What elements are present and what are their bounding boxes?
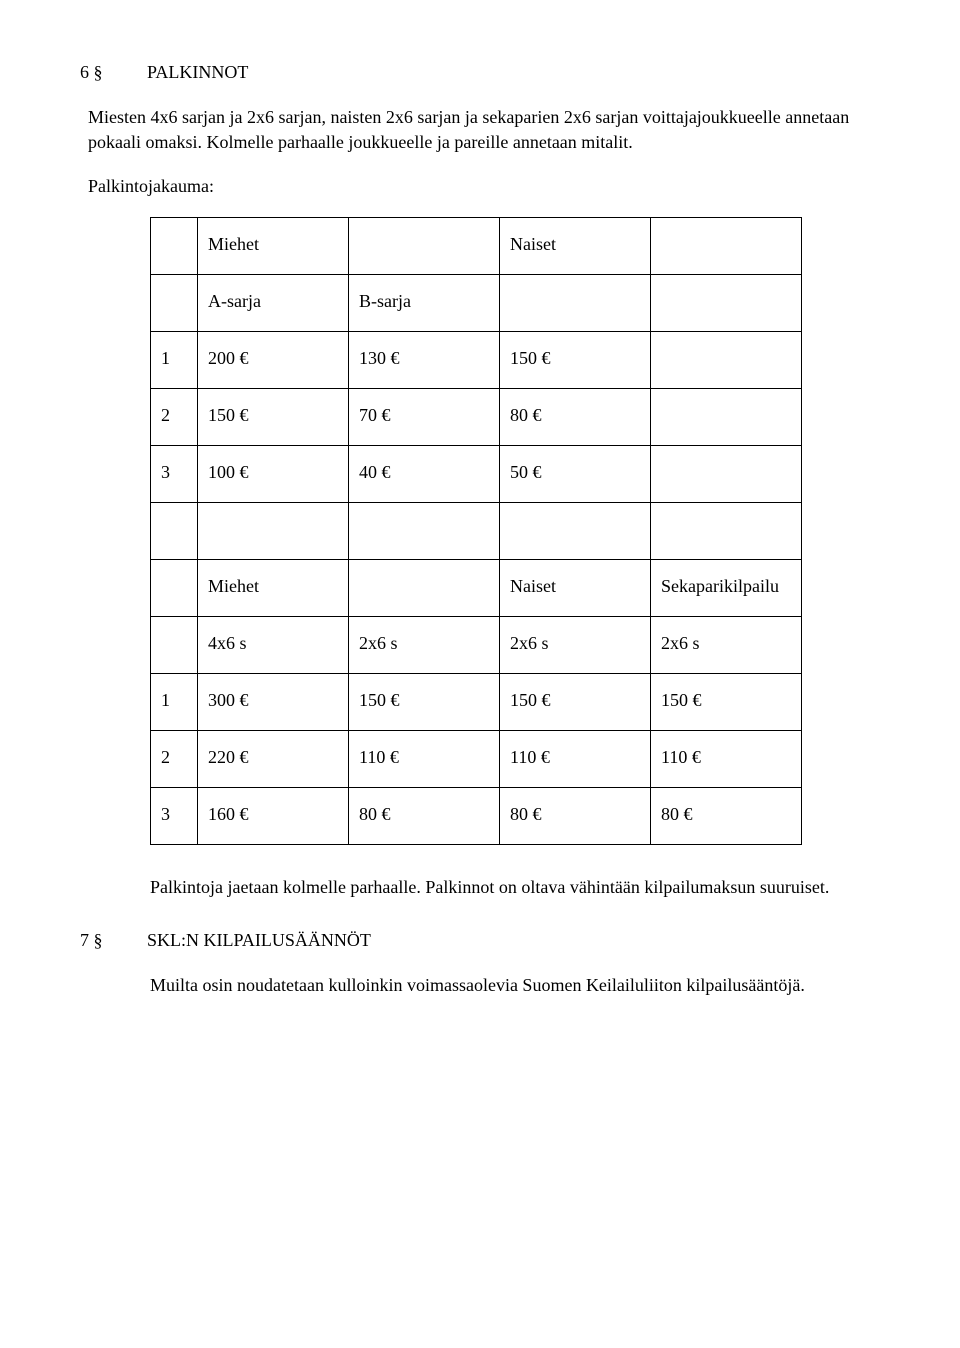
cell: 1 — [151, 673, 198, 730]
cell: 150 € — [500, 673, 651, 730]
table-row: 2 150 € 70 € 80 € — [151, 388, 802, 445]
cell: 1 — [151, 331, 198, 388]
cell: 2x6 s — [651, 616, 802, 673]
cell: 80 € — [651, 787, 802, 844]
cell: 110 € — [651, 730, 802, 787]
cell: 50 € — [500, 445, 651, 502]
after-tables-paragraph: Palkintoja jaetaan kolmelle parhaalle. P… — [150, 875, 880, 900]
section-6-title: PALKINNOT — [147, 60, 248, 85]
table-row: 1 300 € 150 € 150 € 150 € — [151, 673, 802, 730]
cell: Naiset — [500, 217, 651, 274]
cell: Miehet — [198, 217, 349, 274]
cell: 80 € — [500, 787, 651, 844]
table-row: 4x6 s 2x6 s 2x6 s 2x6 s — [151, 616, 802, 673]
cell — [151, 217, 198, 274]
cell — [651, 331, 802, 388]
cell — [651, 502, 802, 559]
cell — [151, 274, 198, 331]
cell: 2x6 s — [500, 616, 651, 673]
cell: 2x6 s — [349, 616, 500, 673]
cell: 200 € — [198, 331, 349, 388]
cell: 40 € — [349, 445, 500, 502]
cell: 4x6 s — [198, 616, 349, 673]
section-7-paragraph: Muilta osin noudatetaan kulloinkin voima… — [150, 973, 880, 998]
cell: 110 € — [349, 730, 500, 787]
cell: 150 € — [651, 673, 802, 730]
cell: Miehet — [198, 559, 349, 616]
section-6-paragraph: Miesten 4x6 sarjan ja 2x6 sarjan, naiste… — [88, 105, 880, 155]
cell — [651, 388, 802, 445]
section-7-heading: 7 § SKL:N KILPAILUSÄÄNNÖT — [80, 928, 880, 953]
cell — [349, 502, 500, 559]
cell: 220 € — [198, 730, 349, 787]
cell: 2 — [151, 730, 198, 787]
cell — [151, 502, 198, 559]
cell — [651, 274, 802, 331]
table-row: Miehet Naiset Sekaparikilpailu — [151, 559, 802, 616]
cell — [500, 502, 651, 559]
section-6-heading: 6 § PALKINNOT — [80, 60, 880, 85]
cell: 80 € — [500, 388, 651, 445]
cell — [651, 217, 802, 274]
cell: 70 € — [349, 388, 500, 445]
section-6-number: 6 § — [80, 60, 103, 85]
table-row: A-sarja B-sarja — [151, 274, 802, 331]
cell: 80 € — [349, 787, 500, 844]
cell: 2 — [151, 388, 198, 445]
cell — [198, 502, 349, 559]
section-7-title: SKL:N KILPAILUSÄÄNNÖT — [147, 928, 371, 953]
cell: A-sarja — [198, 274, 349, 331]
cell: Sekaparikilpailu — [651, 559, 802, 616]
cell: 3 — [151, 445, 198, 502]
cell: 160 € — [198, 787, 349, 844]
cell: 100 € — [198, 445, 349, 502]
cell — [500, 274, 651, 331]
table-row — [151, 502, 802, 559]
cell: 150 € — [500, 331, 651, 388]
cell: B-sarja — [349, 274, 500, 331]
prize-table-1: Miehet Naiset A-sarja B-sarja 1 200 € 13… — [150, 217, 802, 845]
table-row: Miehet Naiset — [151, 217, 802, 274]
cell: 150 € — [198, 388, 349, 445]
table-row: 3 160 € 80 € 80 € 80 € — [151, 787, 802, 844]
table-row: 2 220 € 110 € 110 € 110 € — [151, 730, 802, 787]
cell: 110 € — [500, 730, 651, 787]
cell — [651, 445, 802, 502]
cell — [151, 559, 198, 616]
table-row: 3 100 € 40 € 50 € — [151, 445, 802, 502]
cell: Naiset — [500, 559, 651, 616]
table-row: 1 200 € 130 € 150 € — [151, 331, 802, 388]
cell: 3 — [151, 787, 198, 844]
cell: 150 € — [349, 673, 500, 730]
cell — [151, 616, 198, 673]
cell: 130 € — [349, 331, 500, 388]
palkintojakauma-label: Palkintojakauma: — [88, 174, 880, 199]
cell — [349, 217, 500, 274]
cell — [349, 559, 500, 616]
section-7-number: 7 § — [80, 928, 103, 953]
cell: 300 € — [198, 673, 349, 730]
